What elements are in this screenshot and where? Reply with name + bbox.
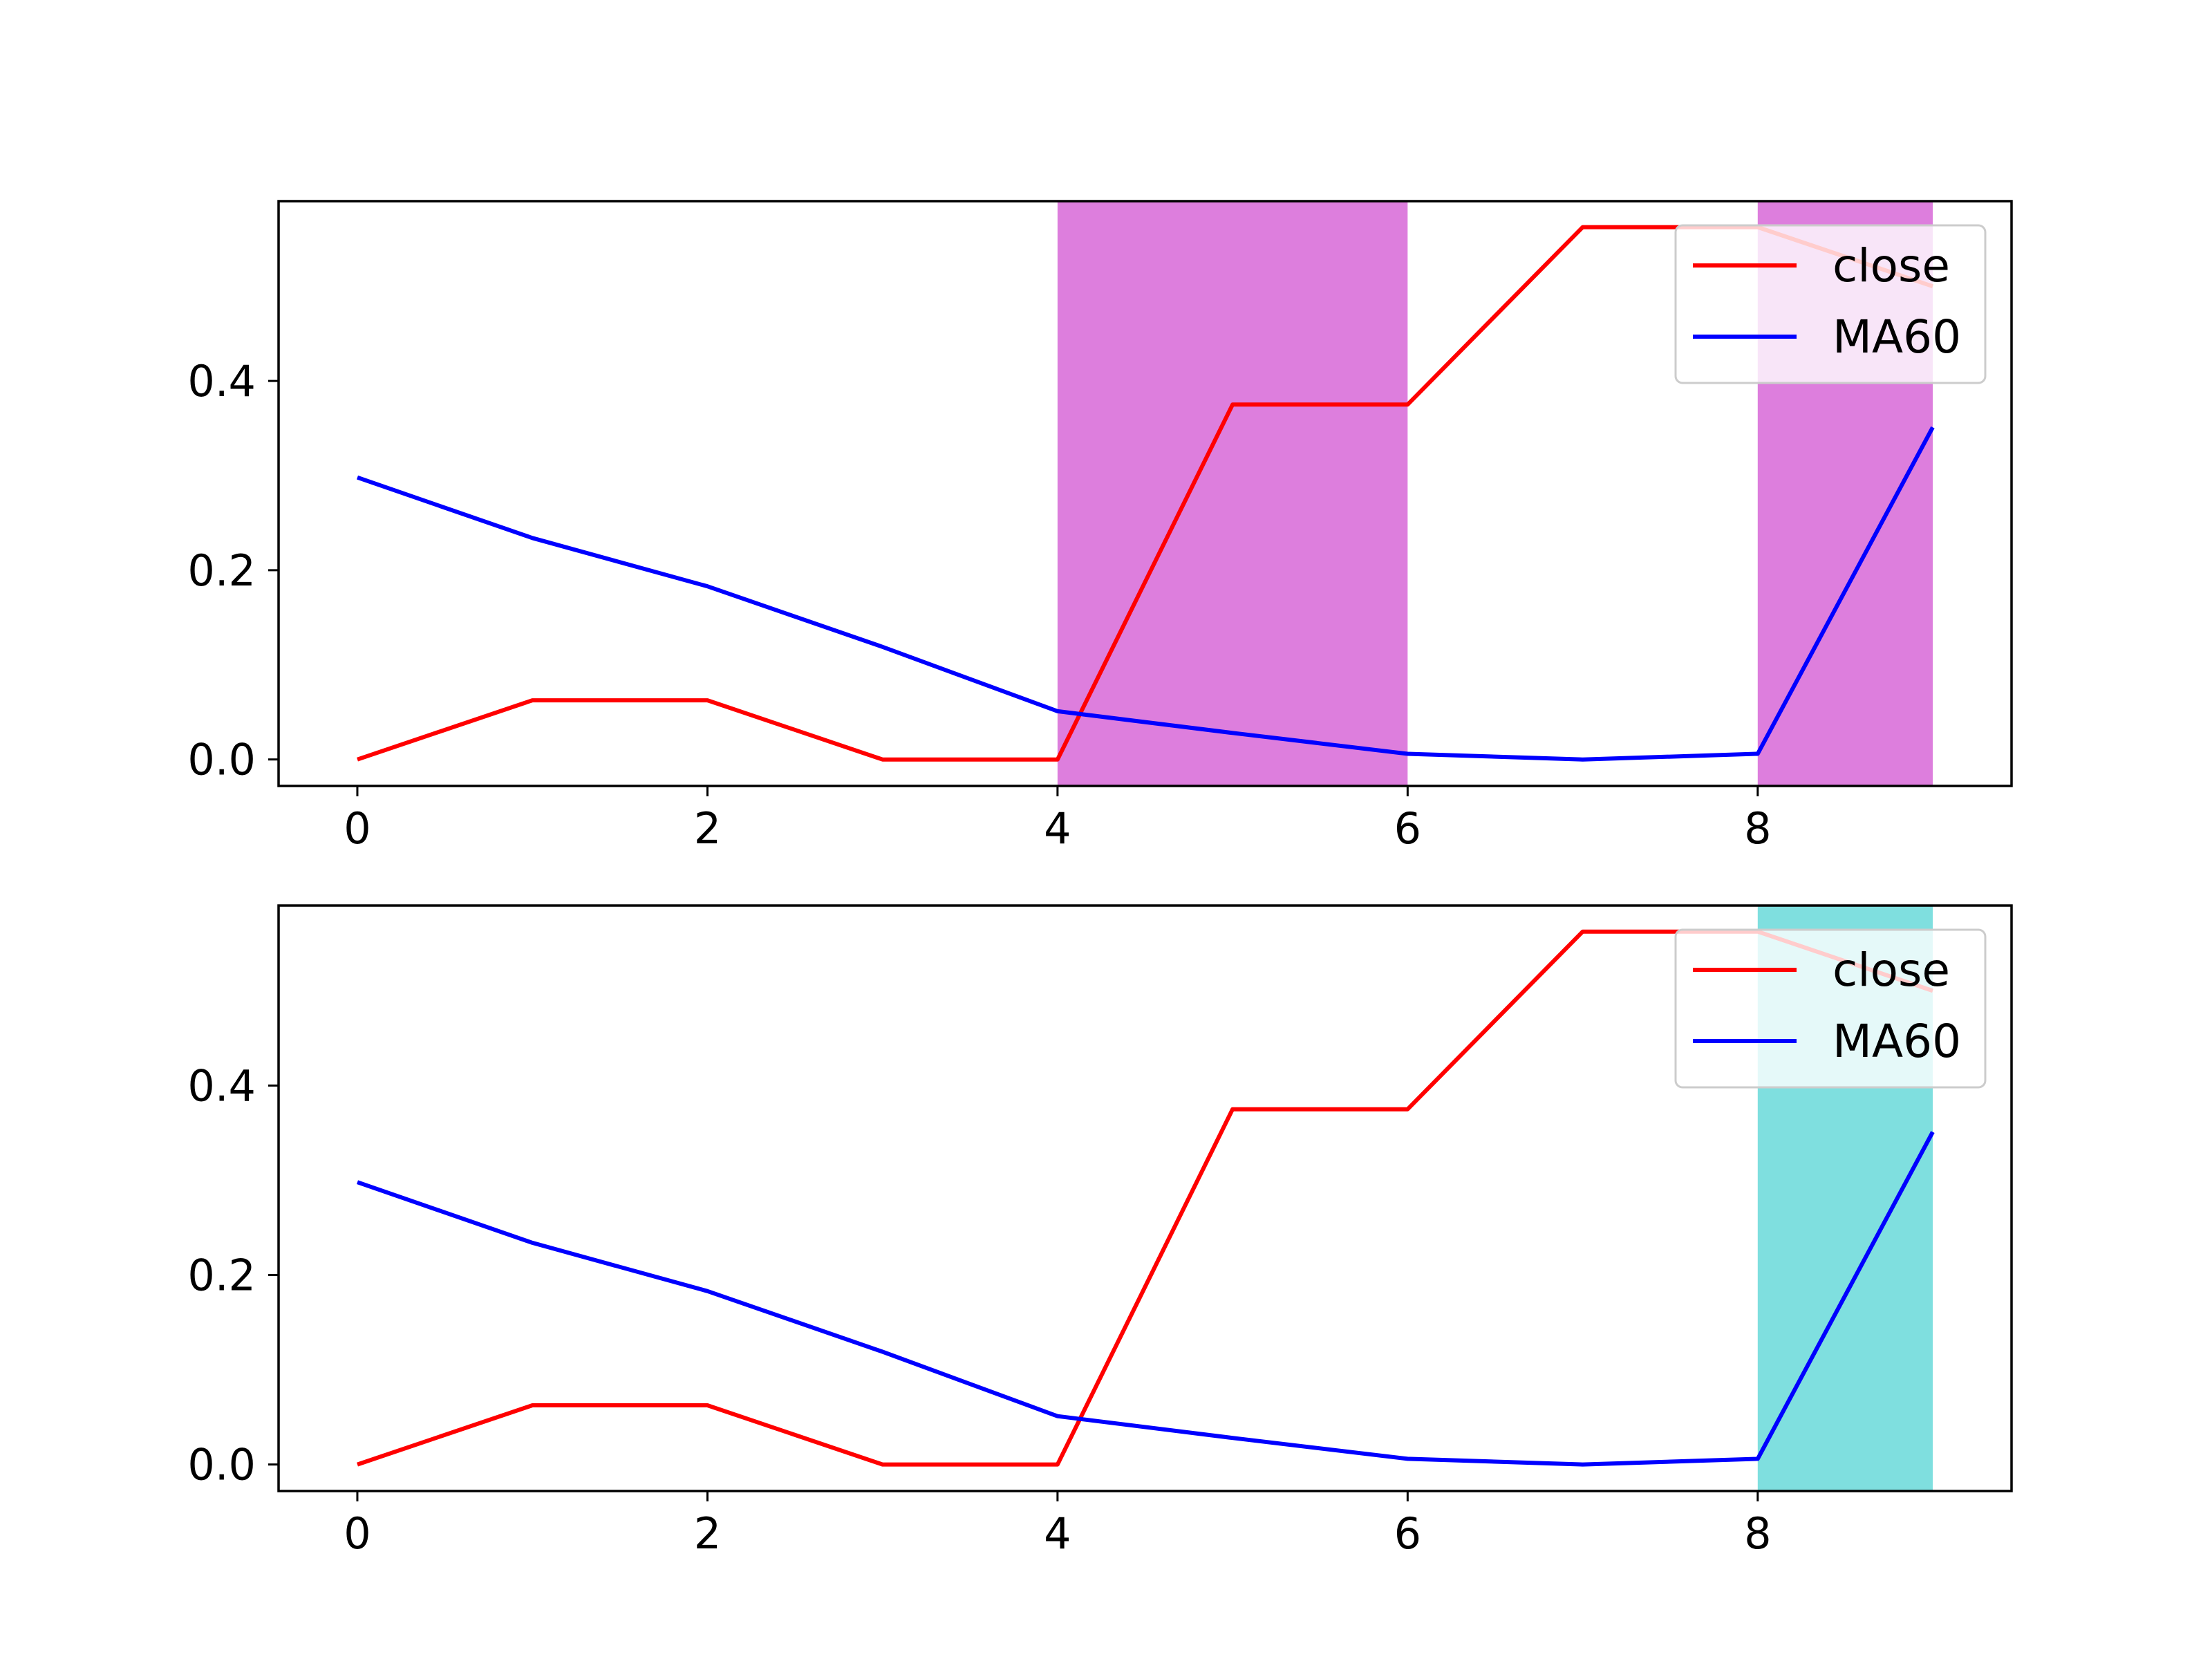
- legend: close MA60: [1674, 928, 1987, 1089]
- series-line-close: [357, 225, 1933, 762]
- x-tick-label: 4: [1044, 803, 1071, 854]
- series-line-close: [357, 929, 1933, 1467]
- x-tick-label: 4: [1044, 1508, 1071, 1559]
- chart-panel-1: 0 2 4 6 8 0.0 0.2 0.4 close MA60: [187, 200, 2013, 854]
- x-tick-label: 6: [1394, 803, 1421, 854]
- x-tick-label: 0: [344, 803, 371, 854]
- shaded-span-1: [1057, 201, 1408, 786]
- x-tick-label: 2: [694, 803, 721, 854]
- x-tick-label: 8: [1744, 1508, 1771, 1559]
- y-tick-label: 0.0: [187, 1440, 256, 1490]
- y-tick-label: 0.2: [187, 1250, 256, 1301]
- x-tick-label: 8: [1744, 803, 1771, 854]
- chart-panel-2: 0 2 4 6 8 0.0 0.2 0.4 close MA60: [187, 904, 2013, 1559]
- axes-frame: [277, 904, 2013, 1492]
- series-line-ma60: [357, 426, 1935, 762]
- axes-frame: [277, 200, 2013, 787]
- legend-label-ma60: MA60: [1833, 310, 1961, 364]
- y-tick-label: 0.4: [187, 356, 256, 406]
- x-tick-label: 2: [694, 1508, 721, 1559]
- legend-label-close: close: [1833, 239, 1950, 292]
- x-tick-label: 0: [344, 1508, 371, 1559]
- series-line-ma60: [357, 1131, 1935, 1467]
- y-tick-label: 0.0: [187, 735, 256, 785]
- legend-label-close: close: [1833, 944, 1950, 997]
- legend: close MA60: [1674, 224, 1987, 384]
- legend-label-ma60: MA60: [1833, 1015, 1961, 1068]
- y-tick-label: 0.2: [187, 545, 256, 596]
- y-tick-label: 0.4: [187, 1060, 256, 1111]
- x-tick-label: 6: [1394, 1508, 1421, 1559]
